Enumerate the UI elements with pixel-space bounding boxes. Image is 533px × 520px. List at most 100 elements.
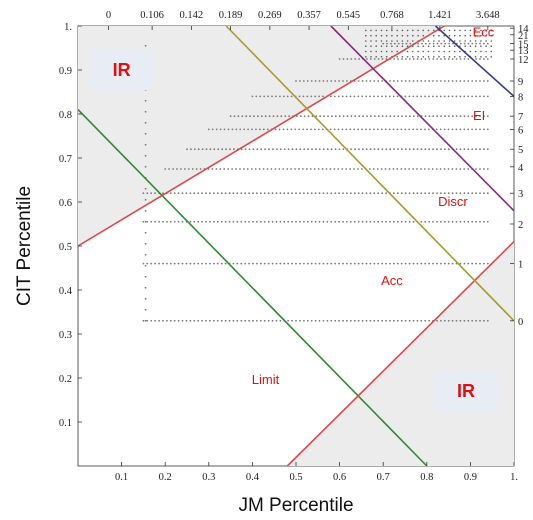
scatter-point bbox=[252, 192, 254, 195]
scatter-point bbox=[353, 128, 356, 131]
scatter-point bbox=[483, 319, 485, 322]
series-line-4 bbox=[225, 25, 515, 322]
scatter-point bbox=[342, 80, 344, 82]
scatter-point bbox=[314, 128, 316, 131]
scatter-point bbox=[275, 262, 278, 265]
scatter-point bbox=[150, 192, 153, 195]
scatter-point bbox=[193, 148, 196, 151]
scatter-point bbox=[158, 262, 161, 265]
scatter-point bbox=[396, 29, 399, 32]
scatter-point bbox=[381, 262, 384, 265]
scatter-point bbox=[459, 128, 462, 131]
scatter-point bbox=[220, 192, 223, 195]
right-tick-label: 4 bbox=[518, 163, 524, 174]
scatter-point bbox=[404, 192, 407, 195]
scatter-point bbox=[302, 168, 304, 170]
scatter-point bbox=[279, 192, 282, 195]
scatter-point bbox=[146, 262, 149, 265]
scatter-point bbox=[213, 148, 216, 151]
scatter-point bbox=[338, 58, 341, 60]
scatter-point bbox=[412, 40, 414, 42]
scatter-point bbox=[381, 220, 384, 223]
scatter-point bbox=[276, 115, 279, 118]
scatter-point bbox=[422, 45, 425, 47]
scatter-point bbox=[310, 128, 312, 131]
scatter-point bbox=[401, 115, 403, 118]
scatter-point bbox=[433, 34, 435, 37]
scatter-point bbox=[467, 192, 470, 195]
scatter-point bbox=[490, 34, 493, 37]
scatter-point bbox=[244, 192, 247, 195]
scatter-point bbox=[396, 95, 399, 98]
scatter-point bbox=[479, 319, 481, 322]
scatter-point bbox=[397, 148, 399, 151]
scatter-point bbox=[173, 220, 176, 223]
scatter-point bbox=[345, 168, 348, 170]
scatter-point bbox=[401, 56, 404, 58]
scatter-point bbox=[314, 220, 317, 223]
scatter-point bbox=[483, 80, 485, 82]
scatter-point bbox=[310, 319, 313, 322]
scatter-point bbox=[467, 58, 470, 60]
scatter-point bbox=[433, 40, 435, 42]
scatter-point bbox=[211, 168, 214, 170]
scatter-point bbox=[338, 319, 340, 322]
right-tick-label: 2 bbox=[518, 220, 523, 231]
region-label-ir: IR bbox=[434, 371, 499, 412]
top-tick-label: 0.106 bbox=[140, 10, 164, 21]
scatter-point bbox=[276, 148, 278, 151]
scatter-point bbox=[416, 148, 419, 151]
scatter-point bbox=[467, 42, 470, 45]
scatter-point bbox=[373, 80, 376, 82]
scatter-point bbox=[433, 56, 435, 58]
scatter-point bbox=[334, 192, 337, 195]
scatter-point bbox=[416, 168, 418, 170]
scatter-point bbox=[326, 262, 329, 265]
scatter-point bbox=[459, 115, 462, 118]
scatter-point bbox=[380, 34, 383, 37]
scatter-point bbox=[417, 34, 419, 37]
scatter-point bbox=[232, 192, 235, 195]
scatter-point bbox=[420, 168, 422, 170]
scatter-point bbox=[279, 95, 281, 98]
scatter-point bbox=[396, 192, 399, 195]
scatter-point bbox=[274, 128, 277, 131]
scatter-point bbox=[467, 262, 470, 265]
scatter-point bbox=[471, 42, 474, 45]
scatter-point bbox=[283, 148, 286, 151]
scatter-point bbox=[205, 319, 207, 322]
scatter-points bbox=[142, 29, 493, 322]
scatter-point bbox=[439, 128, 442, 131]
scatter-point bbox=[391, 34, 393, 37]
scatter-point bbox=[323, 115, 325, 118]
x-axis-title: JM Percentile bbox=[238, 495, 353, 516]
scatter-point bbox=[459, 34, 461, 37]
scatter-point bbox=[321, 128, 324, 131]
scatter-point bbox=[349, 319, 352, 322]
scatter-point bbox=[236, 319, 239, 322]
scatter-point bbox=[453, 34, 456, 37]
scatter-point bbox=[475, 220, 477, 223]
scatter-point bbox=[247, 128, 250, 131]
scatter-point bbox=[385, 58, 388, 60]
scatter-point bbox=[424, 262, 427, 265]
scatter-point bbox=[274, 168, 277, 170]
scatter-point bbox=[463, 128, 466, 131]
scatter-point bbox=[361, 80, 364, 82]
scatter-point bbox=[310, 80, 313, 82]
scatter-point bbox=[447, 148, 450, 151]
scatter-point bbox=[380, 45, 383, 47]
scatter-point bbox=[333, 128, 336, 131]
top-tick-label: 0.142 bbox=[180, 10, 204, 21]
scatter-point bbox=[424, 115, 427, 118]
scatter-point bbox=[412, 50, 414, 53]
scatter-point bbox=[338, 115, 341, 118]
scatter-point bbox=[195, 168, 198, 170]
scatter-point bbox=[475, 58, 477, 60]
scatter-point bbox=[428, 80, 430, 82]
scatter-point bbox=[314, 80, 317, 82]
scatter-point bbox=[451, 58, 454, 60]
scatter-point bbox=[385, 34, 388, 37]
scatter-point bbox=[372, 168, 375, 170]
